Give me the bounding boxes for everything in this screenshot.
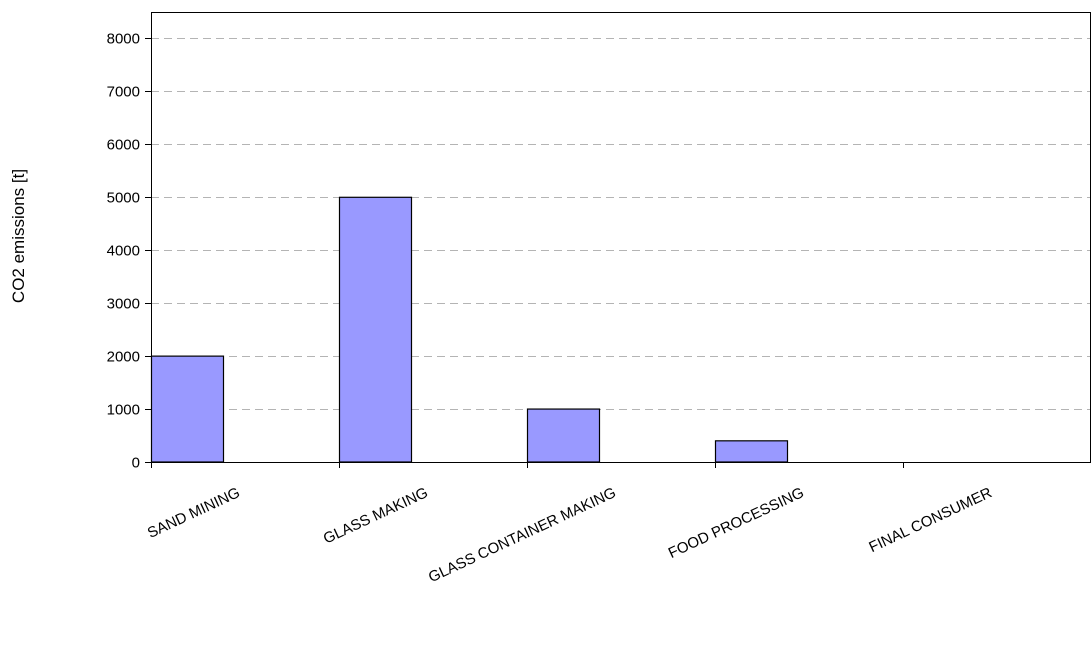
x-tick-label: FINAL CONSUMER [866,484,994,556]
y-tick-label: 6000 [107,137,140,154]
y-tick-label: 5000 [107,190,140,207]
y-axis-label: CO2 emissions [t] [9,169,28,303]
bar-food-processing [714,440,789,463]
y-tick-label: 4000 [107,243,140,260]
y-tick-label: 0 [132,455,140,472]
x-tick-label: SAND MINING [145,484,243,542]
x-tick-label: FOOD PROCESSING [666,484,807,562]
x-tick-label: GLASS MAKING [321,484,431,547]
y-tick-label: 3000 [107,296,140,313]
y-tick-label: 7000 [107,84,140,101]
axes [145,12,1091,468]
bar-sand-mining [150,355,225,463]
y-tick-label: 2000 [107,349,140,366]
bar-glass-making [338,196,413,463]
x-tick-label: GLASS CONTAINER MAKING [426,484,619,586]
y-tick-labels: 0 1000 2000 3000 4000 5000 6000 7000 8000 [107,31,140,472]
bar-glass-container-making [526,408,601,463]
plot-border [151,12,1091,463]
y-tick-label: 1000 [107,402,140,419]
y-tick-label: 8000 [107,31,140,48]
gridlines [151,38,1091,410]
bars [150,196,789,463]
